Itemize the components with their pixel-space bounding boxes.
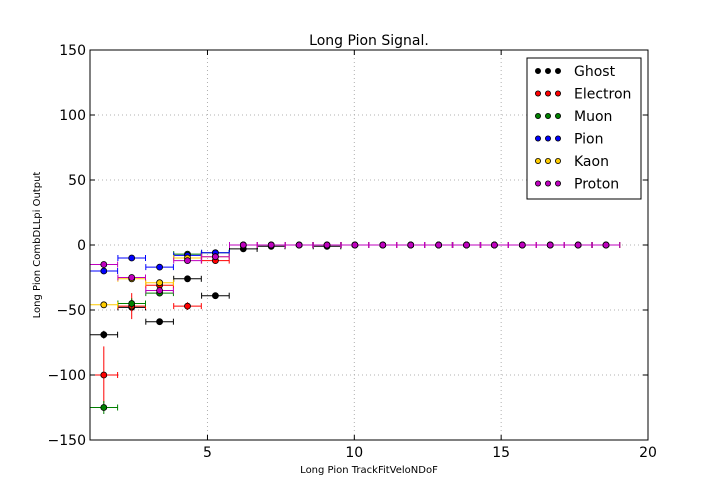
y-tick-label: 0: [77, 238, 86, 254]
data-point: [491, 241, 498, 249]
data-point: [100, 371, 108, 379]
legend-marker: [545, 113, 552, 120]
data-point: [128, 274, 136, 281]
legend-marker: [555, 157, 562, 164]
data-point: [128, 254, 136, 262]
legend-label: Proton: [574, 177, 619, 193]
legend-marker: [545, 135, 552, 142]
legend-label: Muon: [574, 109, 612, 125]
data-point: [156, 318, 164, 326]
y-tick-label: 100: [59, 108, 86, 124]
data-point: [100, 267, 108, 275]
legend-label: Ghost: [574, 64, 616, 80]
data-point: [184, 302, 191, 310]
legend-marker: [535, 135, 542, 142]
data-point: [295, 241, 303, 249]
legend-label: Pion: [574, 132, 603, 148]
legend-box: [526, 57, 642, 200]
data-point: [323, 241, 331, 249]
data-point: [100, 261, 108, 268]
x-tick-label: 10: [345, 445, 363, 461]
legend-marker: [555, 180, 562, 187]
data-point: [435, 241, 443, 249]
legend-marker: [555, 135, 562, 142]
data-point: [100, 404, 108, 411]
y-tick-label: −100: [48, 368, 86, 384]
data-point: [156, 279, 164, 287]
x-tick-label: 20: [639, 445, 657, 461]
data-point: [602, 241, 610, 249]
series-proton: [89, 241, 621, 294]
legend-label: Electron: [574, 87, 631, 103]
data-point: [212, 253, 219, 261]
legend-marker: [535, 90, 542, 97]
data-point: [351, 241, 359, 249]
legend-marker: [555, 68, 562, 75]
data-point: [463, 241, 470, 249]
data-point: [239, 241, 247, 249]
legend-marker: [545, 180, 552, 187]
legend-marker: [555, 90, 562, 97]
legend-label: Kaon: [574, 154, 609, 170]
data-point: [546, 241, 554, 249]
data-point: [156, 287, 164, 294]
legend: Ghost Electron Muon Pion Kaon Proton: [526, 57, 642, 200]
data-point: [184, 257, 191, 265]
data-point: [100, 301, 108, 309]
data-point: [156, 263, 164, 271]
legend-marker: [545, 157, 552, 164]
data-point: [267, 241, 275, 249]
x-tick-label: 15: [492, 445, 510, 461]
legend-marker: [545, 90, 552, 97]
chart-title: Long Pion Signal.: [309, 33, 429, 49]
x-tick-label: 5: [203, 445, 212, 461]
data-point: [574, 241, 582, 249]
y-tick-label: 150: [59, 43, 86, 59]
legend-marker: [535, 180, 542, 187]
y-tick-label: 50: [68, 173, 86, 189]
data-point: [184, 275, 191, 283]
data-point: [379, 241, 387, 249]
data-point: [407, 241, 415, 249]
legend-marker: [535, 113, 542, 120]
data-point: [518, 241, 526, 249]
data-point: [128, 300, 136, 307]
data-point: [100, 331, 108, 339]
legend-marker: [535, 157, 542, 164]
y-tick-label: −50: [56, 303, 86, 319]
legend-marker: [555, 113, 562, 120]
x-axis-label: Long Pion TrackFitVeloNDoF: [300, 465, 438, 476]
legend-marker: [535, 68, 542, 75]
axis-ticks: 5 10 15 20 −150 −100 −50 0 50 100 150: [48, 43, 657, 461]
y-axis-label: Long Pion CombDLLpi Output: [32, 172, 43, 319]
y-tick-label: −150: [48, 433, 86, 449]
legend-marker: [545, 68, 552, 75]
data-point: [212, 292, 219, 300]
